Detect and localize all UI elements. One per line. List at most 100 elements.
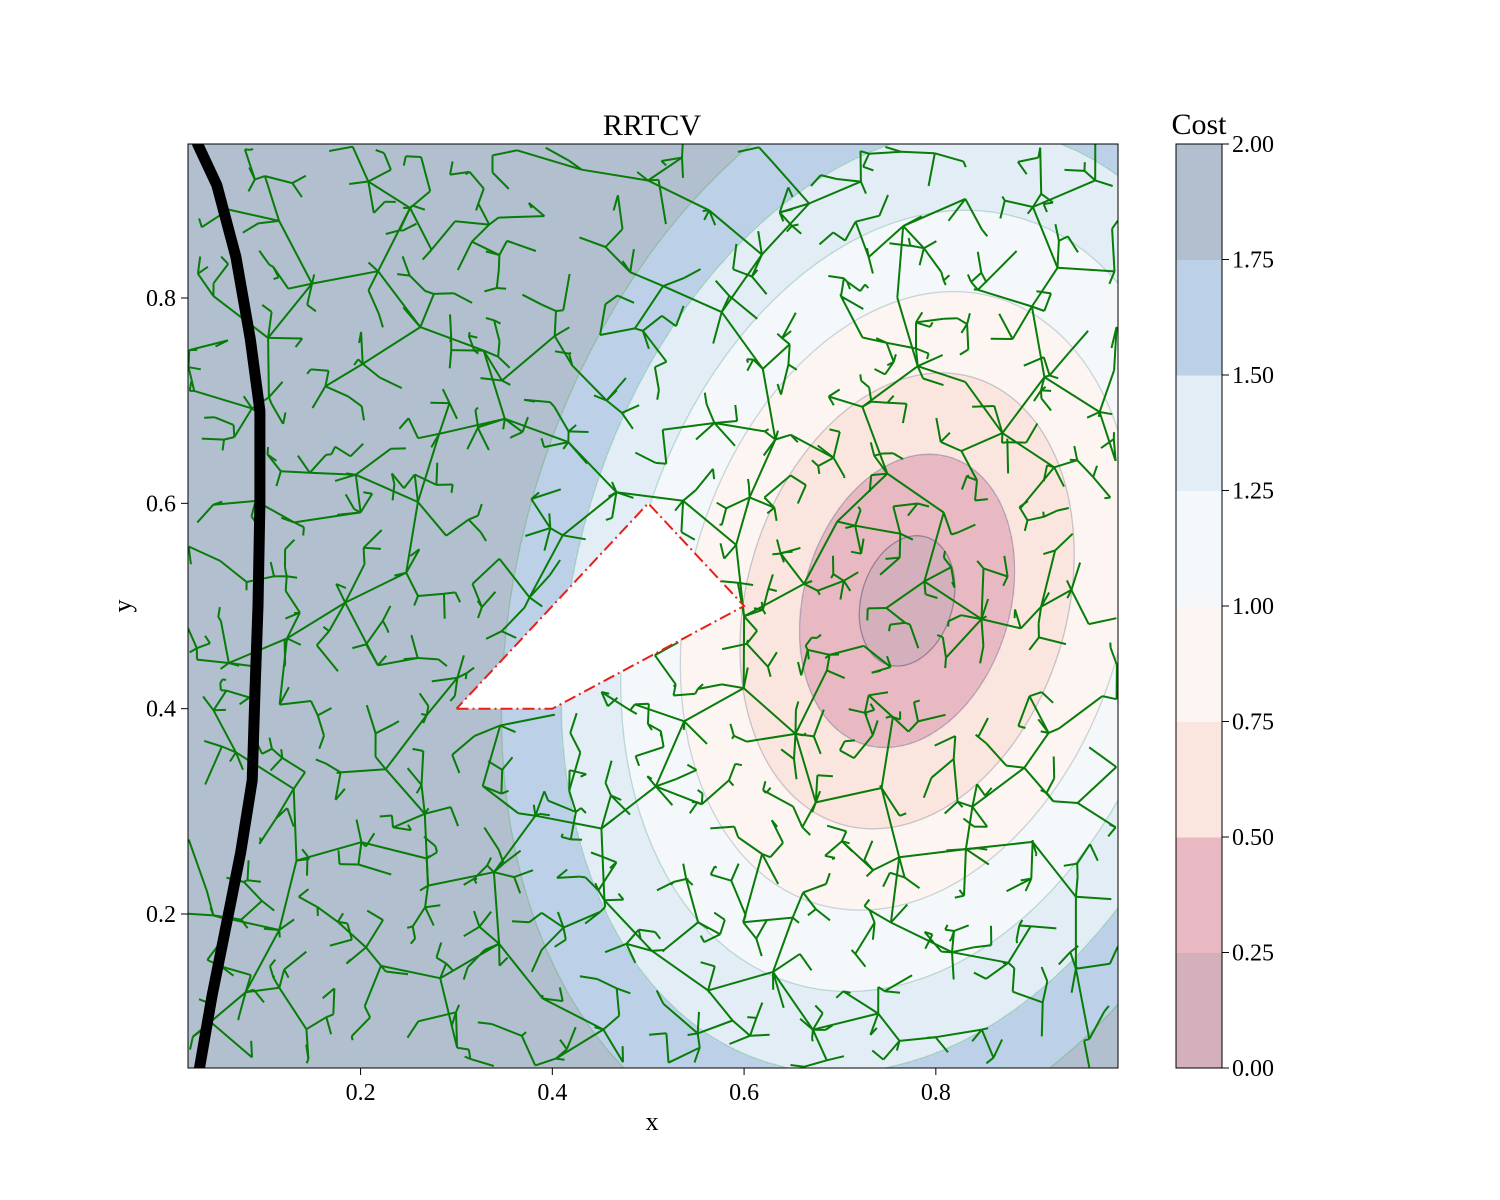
tree-branch xyxy=(803,521,839,585)
tree-branch xyxy=(422,714,428,724)
x-tick-label: 0.8 xyxy=(921,1080,951,1106)
tree-branch xyxy=(962,817,975,828)
plot-area xyxy=(188,144,1118,1068)
tree-branch xyxy=(542,997,563,1003)
tree-branch xyxy=(964,198,983,230)
tree-branch xyxy=(1037,606,1043,624)
tree-branch xyxy=(599,304,607,336)
tree-branch xyxy=(901,403,908,424)
tree-branch xyxy=(197,273,215,297)
tree-branch xyxy=(600,817,615,830)
tree-branch xyxy=(802,732,807,737)
tree-branch xyxy=(1040,589,1072,608)
tree-branch xyxy=(661,314,677,328)
tree-branch xyxy=(478,910,492,928)
tree-branch xyxy=(621,412,634,430)
tree-branch xyxy=(196,642,211,650)
tree-branch xyxy=(1111,228,1116,272)
obstacle-outline xyxy=(455,501,746,710)
tree-branch xyxy=(407,417,420,439)
tree-branch xyxy=(841,840,854,853)
tree-branch xyxy=(814,790,822,803)
tree-branch xyxy=(842,580,852,592)
tree-branch xyxy=(466,666,475,675)
tree-branch xyxy=(214,416,234,426)
tree-branch xyxy=(238,992,247,1016)
tree-branch xyxy=(615,988,621,1016)
tree-branch xyxy=(245,986,280,994)
tree-branch xyxy=(935,417,942,443)
tree-branch xyxy=(380,965,387,973)
tree-branch xyxy=(563,910,601,929)
tree-branch xyxy=(612,195,619,211)
tree-branch xyxy=(1103,1005,1110,1012)
tree-branch xyxy=(242,395,253,409)
y-tick-label: 0.6 xyxy=(146,491,176,517)
tree-branch xyxy=(556,875,580,879)
tree-branch xyxy=(828,388,841,398)
tree-branch xyxy=(974,944,992,949)
tree-branch xyxy=(316,644,339,672)
tree-branch xyxy=(985,961,1009,980)
tree-branch xyxy=(985,742,1008,767)
colorbar-tick-label: 1.00 xyxy=(1232,594,1274,620)
tree-branch xyxy=(621,404,640,414)
tree-branch xyxy=(478,429,490,451)
tree-branch xyxy=(1113,326,1118,371)
tree-branch xyxy=(1030,841,1034,879)
tree-branch xyxy=(465,171,471,176)
tree-branch xyxy=(492,149,518,157)
tree-branch xyxy=(249,148,254,151)
tree-branch xyxy=(1027,515,1045,522)
tree-branch xyxy=(713,911,726,921)
tree-branch xyxy=(1018,500,1029,508)
tree-branch xyxy=(907,502,919,517)
tree-branch xyxy=(252,989,265,1004)
tree-branch xyxy=(555,1057,565,1061)
tree-branch xyxy=(980,568,985,620)
tree-branch xyxy=(649,1032,667,1036)
tree-branch xyxy=(682,863,688,880)
tree-branch xyxy=(325,1013,334,1019)
tree-branch xyxy=(743,608,764,618)
tree-branch xyxy=(817,579,845,592)
tree-branch xyxy=(693,1047,701,1063)
tree-branch xyxy=(730,863,740,882)
tree-branch xyxy=(423,807,430,815)
tree-branch xyxy=(957,800,973,808)
tree-branch xyxy=(892,716,910,733)
contour-line xyxy=(739,372,1075,830)
tree-branch xyxy=(886,395,895,404)
tree-branch xyxy=(742,921,758,940)
tree-branch xyxy=(269,966,275,979)
tree-branch xyxy=(311,270,379,285)
tree-branch xyxy=(504,417,569,444)
tree-branch xyxy=(1038,636,1067,646)
tree-branch xyxy=(868,691,889,697)
tree-branch xyxy=(600,828,606,901)
tree-branch xyxy=(778,212,785,222)
tree-branch xyxy=(636,171,649,182)
tree-branch xyxy=(599,854,617,864)
tree-branch xyxy=(801,826,811,836)
tree-branch xyxy=(244,148,251,151)
tree-branch xyxy=(656,389,660,400)
tree-branch xyxy=(419,293,435,328)
tree-branch xyxy=(239,696,250,706)
tree-branch xyxy=(365,704,377,734)
tree-branch xyxy=(411,906,426,927)
tree-branch xyxy=(729,723,735,737)
tree-branch xyxy=(1040,1002,1044,1037)
tree-branch xyxy=(736,582,746,617)
tree-branch xyxy=(1018,506,1022,509)
tree-branch xyxy=(647,723,653,731)
tree-branch xyxy=(450,484,454,494)
tree-branch xyxy=(532,804,537,816)
tree-branch xyxy=(501,789,509,795)
tree-branch xyxy=(263,927,280,931)
tree-branch xyxy=(488,216,500,226)
tree-branch xyxy=(325,1016,333,1035)
tree-branch xyxy=(951,531,959,536)
tree-branch xyxy=(1054,532,1074,552)
tree-branch xyxy=(1031,305,1045,312)
